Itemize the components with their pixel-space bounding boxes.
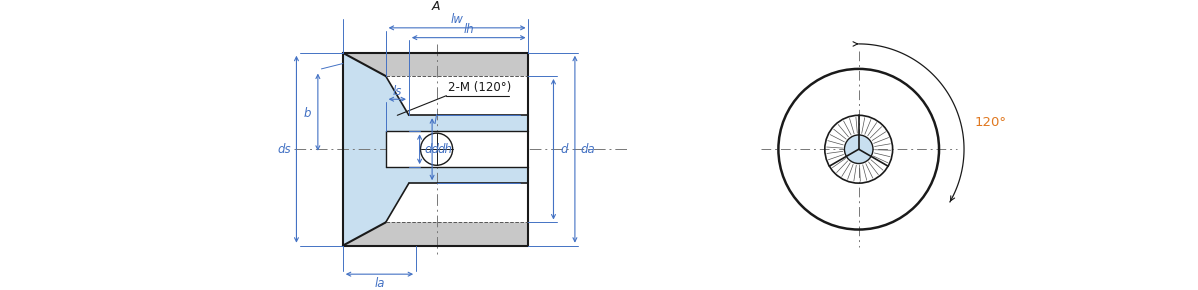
Polygon shape xyxy=(386,131,528,167)
Polygon shape xyxy=(343,53,528,76)
Text: ls: ls xyxy=(393,85,403,98)
Text: b: b xyxy=(303,107,311,120)
Polygon shape xyxy=(343,222,528,246)
Text: lh: lh xyxy=(464,23,474,36)
Text: lw: lw xyxy=(450,13,464,26)
Text: A: A xyxy=(431,0,440,13)
Text: ds: ds xyxy=(277,143,291,156)
Circle shape xyxy=(845,135,873,164)
Text: la: la xyxy=(374,277,385,290)
Text: dh: dh xyxy=(437,143,452,156)
Text: d: d xyxy=(561,143,568,156)
Text: dd: dd xyxy=(424,143,440,156)
Text: da: da xyxy=(580,143,594,156)
Text: 2-M (120°): 2-M (120°) xyxy=(448,81,512,94)
Text: 120°: 120° xyxy=(975,116,1006,129)
Polygon shape xyxy=(343,53,528,246)
Text: l: l xyxy=(434,114,436,127)
